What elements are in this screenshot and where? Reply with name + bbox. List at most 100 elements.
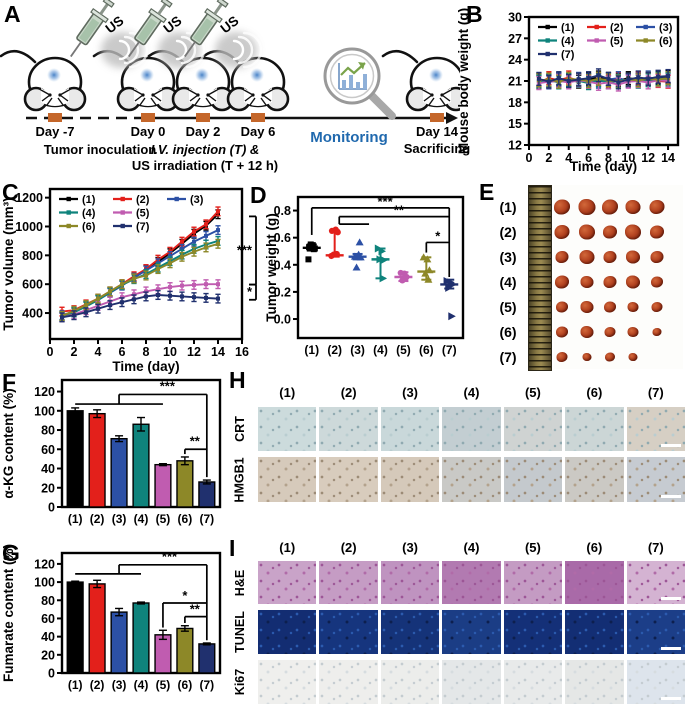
fumarate-content-chart: 0 20 40 60 80 100 120 (1) (2) (3) (4) (5) (6) (7) Fuma… [1,544,222,692]
stain-row-label: Ki67 [233,668,247,696]
tumor-photo [554,225,570,239]
group-column-label: (6) [586,539,603,555]
svg-text:(2): (2) [90,512,105,526]
svg-text:(6): (6) [178,678,193,692]
svg-text:12: 12 [187,345,201,359]
svg-text:***: *** [377,194,393,209]
svg-text:**: ** [190,601,201,616]
tumor-photo [626,250,640,264]
svg-text:(7): (7) [136,221,150,233]
histology-tile [258,407,317,451]
svg-text:18: 18 [508,96,522,110]
group-column-label: (4) [463,539,480,555]
svg-text:24: 24 [508,53,522,67]
svg-text:8: 8 [143,345,150,359]
svg-text:(5): (5) [156,678,171,692]
caption-iv-injection: I.V. injection (T) & [150,142,260,157]
panel-i-staining-grid: (1) (2) (3) (4) (5) (6) (7) H&E TUNEL Ki67 [225,539,685,704]
svg-text:0.2: 0.2 [274,285,291,299]
group-column-label: (1) [279,539,296,555]
panel-h-ihc-grid: (1) (2) (3) (4) (5) (6) (7) CRT HMGB1 [225,384,685,502]
svg-text:2: 2 [71,345,78,359]
group-column-label: (7) [647,539,664,555]
svg-text:(6): (6) [419,343,434,357]
histology-tile [626,610,685,654]
histology-tile [626,660,685,704]
tumor-photo [582,353,592,361]
tumor-photo [579,250,595,264]
svg-text:Time (day): Time (day) [112,359,179,374]
panel-letter-h: H [229,367,246,393]
svg-text:Fumarate content (%): Fumarate content (%) [1,544,16,682]
svg-text:*: * [435,229,441,244]
caption-tumor-inoculation: Tumor inoculation [43,142,157,157]
svg-text:0.4: 0.4 [274,258,291,272]
svg-text:(6): (6) [82,221,96,233]
histology-tile [503,610,563,654]
histology-tile [503,407,563,451]
panel-letter-a: A [4,1,21,27]
histology-tile [442,610,501,654]
group-column-label: (5) [524,539,541,555]
svg-text:(5): (5) [610,36,624,48]
svg-text:0.0: 0.0 [274,313,291,327]
histology-tile [565,457,624,502]
histology-tile [380,457,440,502]
caption-us-irradiation: US irradiation (T + 12 h) [131,158,279,173]
svg-text:1000: 1000 [15,220,43,234]
histology-tile [258,610,317,654]
svg-text:80: 80 [41,424,55,438]
svg-text:2: 2 [545,151,552,165]
group-column-label: (2) [340,385,357,400]
tumor-photo [651,276,663,288]
tumor-photo [650,251,664,263]
tumor-row-label: (2) [499,224,517,240]
histology-tile [258,561,317,604]
histology-tile [258,457,317,502]
tumor-photo [555,275,569,289]
magnifier-chart-icon [323,47,396,120]
svg-text:(4): (4) [373,343,388,357]
svg-text:(1): (1) [68,512,83,526]
ruler-photo [528,185,552,371]
day-label: Day -7 [35,124,75,139]
scale-bar [660,647,681,650]
histology-tile [626,407,685,451]
tumor-photo [580,326,594,338]
day-label: Day 6 [240,124,276,139]
tumor-photo [556,352,568,362]
tumor-photo [604,327,616,337]
mouse-icon [0,49,87,112]
svg-text:α-KG content (%): α-KG content (%) [1,388,16,498]
ultrasound-wave-icon [215,32,261,68]
timeline-artwork: US US US [0,0,469,124]
svg-text:40: 40 [41,630,55,644]
svg-text:(1): (1) [68,678,83,692]
svg-text:4: 4 [95,345,102,359]
svg-text:(2): (2) [90,678,105,692]
svg-text:(6): (6) [659,36,673,48]
histology-tile [565,610,624,654]
svg-text:10: 10 [621,151,635,165]
group-column-label: (7) [647,385,664,400]
histology-tile [319,407,378,451]
svg-text:80: 80 [41,594,55,608]
histology-tile [319,457,378,502]
tumor-row-label: (1) [499,199,517,215]
tumor-photo [556,301,568,313]
tumor-photo [579,224,595,240]
tumor-photo [578,199,596,215]
svg-text:(2): (2) [136,194,150,206]
panel-letter-g: G [2,540,20,566]
tumor-photo [627,327,639,337]
tumor-row-label: (3) [499,249,517,265]
svg-text:(2): (2) [327,343,342,357]
svg-text:100: 100 [34,576,55,590]
tumor-photo [649,200,665,214]
svg-text:(3): (3) [350,343,365,357]
histology-tile [565,407,624,451]
panel-letter-c: C [2,179,19,205]
grid-corner [225,539,255,555]
